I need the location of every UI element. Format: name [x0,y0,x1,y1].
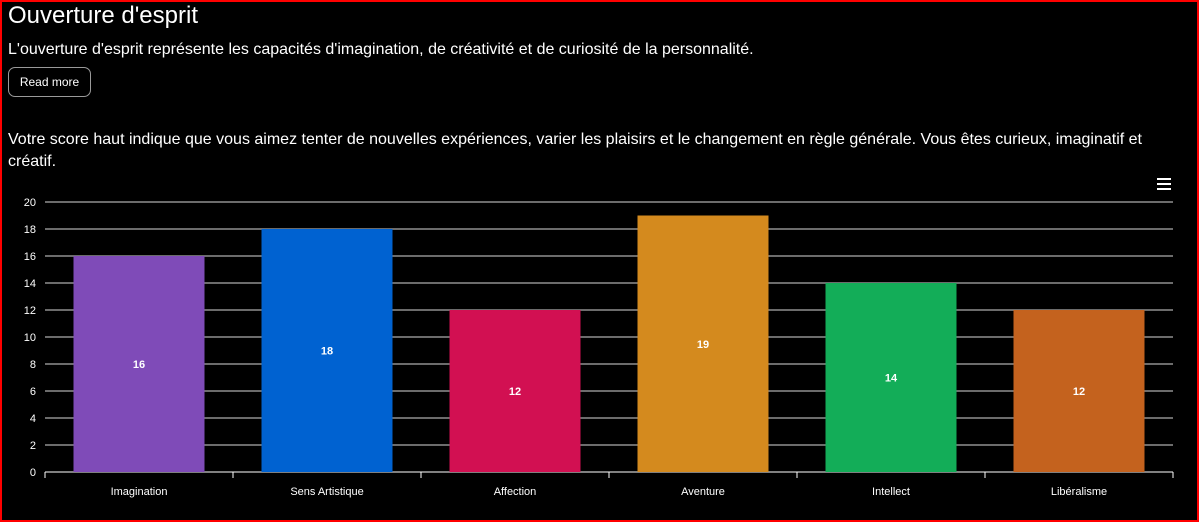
x-tick-label: Sens Artistique [290,486,363,498]
data-label: 12 [509,386,521,398]
x-tick-label: Affection [494,486,537,498]
bar [73,256,205,472]
bar [261,229,393,472]
data-label: 19 [697,339,709,351]
section-intro: L'ouverture d'esprit représente les capa… [8,41,754,58]
score-description: Votre score haut indique que vous aimez … [8,131,1142,170]
y-tick-label: 8 [30,359,36,371]
bar [449,310,581,472]
y-tick-label: 0 [30,467,36,479]
read-more-button[interactable]: Read more [8,67,91,97]
x-tick-label: Intellect [872,486,910,498]
bar [637,215,769,472]
bar [1013,310,1145,472]
bar [825,283,957,472]
data-label: 18 [321,346,333,358]
y-tick-label: 16 [24,251,36,263]
y-tick-label: 10 [24,332,36,344]
y-tick-label: 14 [24,278,36,290]
data-label: 12 [1073,386,1085,398]
y-tick-label: 18 [24,224,36,236]
x-tick-label: Aventure [681,486,725,498]
data-label: 14 [885,373,898,385]
y-tick-label: 20 [24,197,36,209]
hamburger-menu-icon[interactable] [1156,177,1172,191]
data-label: 16 [133,359,145,371]
y-tick-label: 4 [30,413,36,425]
y-tick-label: 6 [30,386,36,398]
y-tick-label: 12 [24,305,36,317]
page-title: Ouverture d'esprit [8,2,198,29]
y-tick-label: 2 [30,440,36,452]
x-tick-label: Libéralisme [1051,486,1107,498]
x-tick-label: Imagination [111,486,168,498]
